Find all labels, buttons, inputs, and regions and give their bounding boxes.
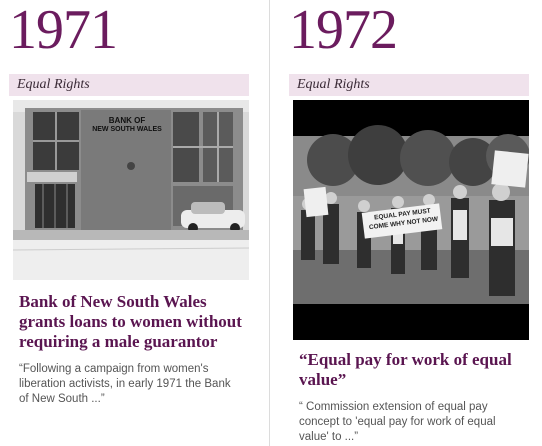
bank-sign-line1: BANK OF <box>108 116 146 125</box>
march-photo-image <box>293 100 529 340</box>
card-excerpt: “ Commission extension of equal pay conc… <box>299 401 496 443</box>
year-heading: 1971 <box>9 0 118 61</box>
equal-pay-march-photo[interactable]: EQUAL PAY MUST COME WHY NOT NOW <box>293 100 529 340</box>
timeline-card-1972[interactable]: 1972 Equal Rights <box>289 0 529 445</box>
year-heading: 1972 <box>289 0 398 61</box>
bank-building-photo[interactable]: BANK OF NEW SOUTH WALES <box>13 100 249 280</box>
column-divider <box>269 0 270 446</box>
card-excerpt: “Following a campaign from women's liber… <box>19 363 231 405</box>
card-headline[interactable]: Bank of New South Wales grants loans to … <box>19 292 242 351</box>
bank-sign-line2: NEW SOUTH WALES <box>92 126 162 133</box>
timeline-card-1971[interactable]: 1971 Equal Rights <box>9 0 249 407</box>
bank-photo-image <box>13 100 249 280</box>
category-label[interactable]: Equal Rights <box>289 74 529 96</box>
card-headline[interactable]: “Equal pay for work of equal value” <box>299 350 512 389</box>
category-label[interactable]: Equal Rights <box>9 74 249 96</box>
